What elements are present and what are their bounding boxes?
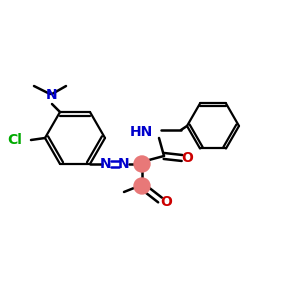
Text: Cl: Cl [7, 133, 22, 147]
Circle shape [134, 156, 150, 172]
Text: O: O [160, 195, 172, 209]
Text: O: O [181, 151, 193, 165]
Text: N: N [46, 88, 58, 102]
Text: N: N [118, 157, 130, 171]
Text: N: N [100, 157, 112, 171]
Circle shape [134, 178, 150, 194]
Text: HN: HN [130, 125, 153, 139]
